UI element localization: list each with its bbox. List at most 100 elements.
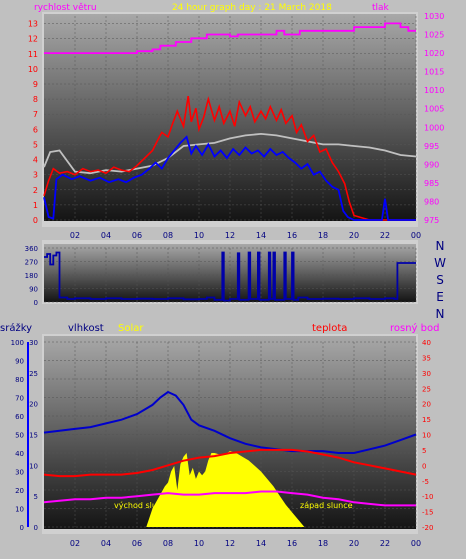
chart1-title: 24 hour graph day : 21 March 2018: [172, 3, 332, 13]
teplota-tick-label: 40: [422, 339, 431, 347]
x-tick-label: 04: [101, 539, 111, 548]
x-tick-label: 16: [287, 539, 297, 548]
teplota-tick-label: 25: [422, 385, 431, 393]
left-tick-label: 2: [33, 186, 38, 195]
compass-label: S: [436, 273, 444, 287]
left-tick-label: 9: [33, 80, 38, 89]
x-tick-label: 04: [101, 231, 111, 240]
srazky-tick-label: 10: [15, 506, 24, 514]
srazky-tick-label: 80: [15, 376, 24, 384]
srazky-tick-label: 0: [20, 524, 24, 532]
x-tick-label: 18: [318, 231, 328, 240]
left-tick-label: 10: [28, 65, 38, 74]
vlhkost-tick-label: 15: [29, 432, 38, 440]
left-tick-label: 3: [33, 171, 38, 180]
srazky-tick-label: 30: [15, 469, 24, 477]
right-tick-label: 985: [424, 179, 439, 188]
solar-label: Solar: [118, 323, 144, 334]
right-tick-label: 1020: [424, 49, 444, 58]
compass-label: N: [436, 307, 445, 321]
x-tick-label: 00: [411, 539, 421, 548]
left-tick-label: 13: [28, 20, 38, 29]
chart1-left-label: rychlost větru: [34, 3, 97, 13]
right-tick-label: 1005: [424, 105, 444, 114]
left-tick-label: 1: [33, 201, 38, 210]
x-tick-label: 02: [70, 231, 80, 240]
srazky-tick-label: 50: [15, 432, 24, 440]
vlhkost-tick-label: 30: [29, 339, 38, 347]
teplota-tick-label: 10: [422, 432, 431, 440]
solar-area: [146, 451, 305, 527]
srazky-tick-label: 70: [15, 395, 24, 403]
right-tick-label: 980: [424, 197, 439, 206]
vlhkost-tick-label: 5: [34, 493, 38, 501]
x-tick-label: 06: [132, 231, 142, 240]
wind-pressure-chart: rychlost větru 24 hour graph day : 21 Ma…: [28, 3, 445, 240]
direction-tick-label: 180: [25, 272, 38, 280]
x-tick-label: 22: [380, 231, 390, 240]
vlhkost-tick-label: 10: [29, 462, 38, 470]
right-tick-label: 975: [424, 216, 439, 225]
right-tick-label: 995: [424, 142, 439, 151]
left-tick-label: 6: [33, 125, 38, 134]
teplota-tick-label: 15: [422, 416, 431, 424]
vlhkost-tick-label: 25: [29, 370, 38, 378]
right-tick-label: 1010: [424, 86, 444, 95]
right-tick-label: 990: [424, 160, 439, 169]
x-tick-label: 18: [318, 539, 328, 548]
srazky-tick-label: 60: [15, 413, 24, 421]
left-tick-label: 11: [28, 50, 38, 59]
vlhkost-tick-label: 20: [29, 401, 38, 409]
compass-label: N: [436, 239, 445, 253]
x-tick-label: 22: [380, 539, 390, 548]
series-line: [43, 448, 417, 478]
teplota-tick-label: 30: [422, 370, 431, 378]
left-tick-label: 12: [28, 35, 38, 44]
x-tick-label: 08: [163, 539, 173, 548]
teplota-tick-label: 0: [422, 462, 426, 470]
right-tick-label: 1000: [424, 123, 444, 132]
wind-direction-line: [44, 251, 416, 302]
x-tick-label: 12: [225, 539, 235, 548]
x-tick-label: 02: [70, 539, 80, 548]
sunset-annotation: západ slunce: [300, 501, 353, 510]
left-tick-label: 4: [33, 156, 38, 165]
x-tick-label: 10: [194, 231, 204, 240]
teplota-tick-label: -5: [422, 478, 429, 486]
right-tick-label: 1015: [424, 68, 444, 77]
right-tick-label: 1030: [424, 12, 444, 21]
x-tick-label: 06: [132, 539, 142, 548]
vlhkost-label: vlhkost: [68, 323, 104, 334]
teplota-tick-label: 5: [422, 447, 426, 455]
series-line: [43, 132, 417, 175]
srazky-tick-label: 100: [11, 339, 24, 347]
x-tick-label: 00: [411, 231, 421, 240]
left-tick-label: 8: [33, 95, 38, 104]
x-tick-label: 14: [256, 231, 266, 240]
series-line: [43, 135, 416, 221]
compass-label: E: [436, 290, 444, 304]
rosny-bod-label: rosný bod: [390, 322, 439, 334]
teplota-tick-label: -10: [422, 493, 433, 501]
series-line: [43, 95, 416, 221]
teplota-tick-label: -20: [422, 524, 433, 532]
sunrise-annotation: východ slunce: [114, 501, 171, 510]
x-tick-label: 12: [225, 231, 235, 240]
x-tick-label: 16: [287, 231, 297, 240]
right-tick-label: 1025: [424, 31, 444, 40]
series-line: [43, 490, 416, 507]
left-tick-label: 0: [33, 216, 38, 225]
direction-tick-label: 270: [25, 259, 38, 267]
teplota-label: teplota: [312, 323, 347, 334]
left-tick-label: 5: [33, 140, 38, 149]
direction-tick-label: 90: [29, 286, 38, 294]
srazky-label: srážky: [0, 322, 32, 334]
direction-tick-label: 0: [34, 299, 38, 307]
x-tick-label: 14: [256, 539, 266, 548]
temperature-humidity-chart: srážky vlhkost Solar teplota rosný bod v…: [0, 322, 439, 548]
x-tick-label: 20: [349, 539, 359, 548]
teplota-tick-label: 20: [422, 401, 431, 409]
teplota-tick-label: 35: [422, 354, 431, 362]
